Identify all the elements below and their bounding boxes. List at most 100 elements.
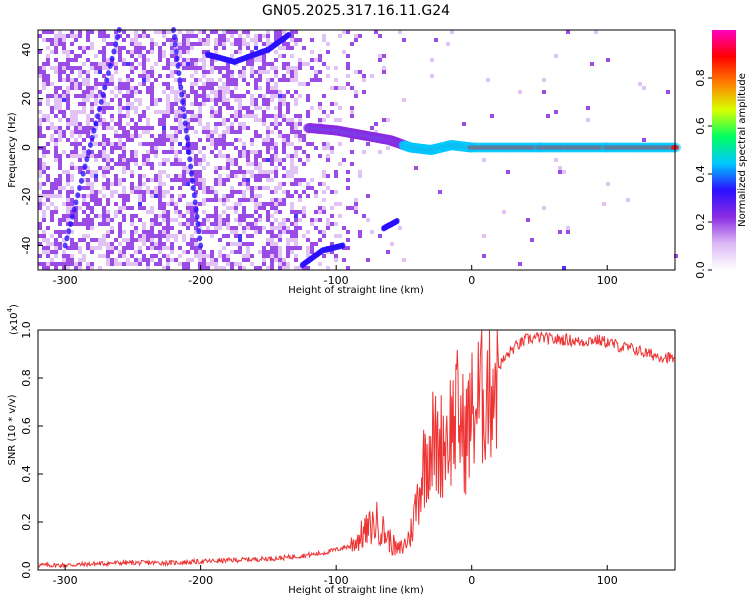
heatmap-cell bbox=[258, 206, 262, 210]
heatmap-cell bbox=[150, 258, 154, 262]
heatmap-cell bbox=[198, 226, 202, 230]
heatmap-cell bbox=[238, 130, 242, 134]
heatmap-cell bbox=[74, 266, 78, 270]
heatmap-cell bbox=[118, 194, 122, 198]
heatmap-cell bbox=[346, 74, 350, 78]
heatmap-cell bbox=[170, 102, 174, 106]
heatmap-cell bbox=[210, 198, 214, 202]
heatmap-cell bbox=[218, 138, 222, 142]
heatmap-cell bbox=[290, 54, 294, 58]
heatmap-cell bbox=[274, 202, 278, 206]
heatmap-cell bbox=[274, 82, 278, 86]
heatmap-cell bbox=[362, 90, 366, 94]
heatmap-cell bbox=[106, 42, 110, 46]
heatmap-cell bbox=[298, 146, 302, 150]
heatmap-cell bbox=[382, 66, 386, 70]
heatmap-cell bbox=[74, 214, 78, 218]
heatmap-cell bbox=[90, 198, 94, 202]
heatmap-cell bbox=[302, 210, 306, 214]
heatmap-cell bbox=[138, 238, 142, 242]
heatmap-cell bbox=[142, 62, 146, 66]
heatmap-cell bbox=[334, 66, 338, 70]
heatmap-cell bbox=[190, 206, 194, 210]
heatmap-cell bbox=[270, 198, 274, 202]
heatmap-cell bbox=[158, 46, 162, 50]
heatmap-cell bbox=[162, 142, 166, 146]
heatmap-cell bbox=[54, 94, 58, 98]
heatmap-cell bbox=[166, 110, 170, 114]
heatmap-cell bbox=[182, 234, 186, 238]
heatmap-cell bbox=[262, 122, 266, 126]
heatmap-cell bbox=[62, 250, 66, 254]
heatmap-cell bbox=[54, 158, 58, 162]
heatmap-cell bbox=[66, 202, 70, 206]
heatmap-cell bbox=[286, 246, 290, 250]
heatmap-cell bbox=[82, 254, 86, 258]
heatmap-cell bbox=[162, 246, 166, 250]
heatmap-cell bbox=[294, 242, 298, 246]
heatmap-cell bbox=[70, 150, 74, 154]
heatmap-cell bbox=[66, 182, 70, 186]
colorbar-gradient bbox=[712, 30, 736, 270]
heatmap-cell bbox=[254, 58, 258, 62]
heatmap-cell bbox=[46, 178, 50, 182]
heatmap-cell bbox=[278, 122, 282, 126]
heatmap-cell bbox=[286, 142, 290, 146]
heatmap-cell bbox=[190, 234, 194, 238]
heatmap-cell bbox=[126, 74, 130, 78]
heatmap-cell bbox=[114, 258, 118, 262]
heatmap-cell bbox=[314, 190, 318, 194]
heatmap-cell bbox=[278, 130, 282, 134]
heatmap-cell bbox=[190, 90, 194, 94]
heatmap-cell bbox=[38, 122, 42, 126]
heatmap-cell bbox=[586, 118, 590, 122]
heatmap-cell bbox=[274, 146, 278, 150]
heatmap-cell bbox=[126, 258, 130, 262]
heatmap-cell bbox=[150, 238, 154, 242]
heatmap-cell bbox=[226, 142, 230, 146]
heatmap-cell bbox=[114, 134, 118, 138]
heatmap-cell bbox=[274, 106, 278, 110]
heatmap-cell bbox=[62, 266, 66, 270]
heatmap-cell bbox=[42, 166, 46, 170]
heatmap-cell bbox=[318, 58, 322, 62]
heatmap-cell bbox=[118, 58, 122, 62]
heatmap-cell bbox=[226, 198, 230, 202]
heatmap-cell bbox=[50, 202, 54, 206]
heatmap-cell bbox=[238, 42, 242, 46]
heatmap-cell bbox=[82, 218, 86, 222]
heatmap-cell bbox=[322, 190, 326, 194]
heatmap-cell bbox=[90, 30, 94, 34]
heatmap-cell bbox=[58, 78, 62, 82]
heatmap-cell bbox=[214, 126, 218, 130]
heatmap-cell bbox=[114, 146, 118, 150]
heatmap-cell bbox=[118, 146, 122, 150]
heatmap-cell bbox=[214, 198, 218, 202]
heatmap-cell bbox=[206, 126, 210, 130]
heatmap-cell bbox=[250, 58, 254, 62]
heatmap-cell bbox=[86, 114, 90, 118]
heatmap-cell bbox=[214, 210, 218, 214]
heatmap-cell bbox=[70, 134, 74, 138]
heatmap-cell bbox=[186, 218, 190, 222]
heatmap-cell bbox=[266, 82, 270, 86]
heatmap-cell bbox=[186, 30, 190, 34]
heatmap-cell bbox=[386, 250, 390, 254]
heatmap-cell bbox=[326, 74, 330, 78]
heatmap-cell bbox=[38, 90, 42, 94]
heatmap-cell bbox=[254, 134, 258, 138]
heatmap-cell bbox=[294, 130, 298, 134]
heatmap-cell bbox=[278, 110, 282, 114]
heatmap-cell bbox=[146, 186, 150, 190]
heatmap-cell bbox=[294, 102, 298, 106]
heatmap-cell bbox=[122, 170, 126, 174]
heatmap-cell bbox=[282, 78, 286, 82]
heatmap-cell bbox=[94, 198, 98, 202]
heatmap-cell bbox=[190, 114, 194, 118]
heatmap-cell bbox=[70, 42, 74, 46]
snr-y-tick-label: 0.2 bbox=[20, 513, 33, 531]
heatmap-cell bbox=[346, 62, 350, 66]
heatmap-cell bbox=[254, 198, 258, 202]
heatmap-cell bbox=[150, 86, 154, 90]
heatmap-cell bbox=[174, 258, 178, 262]
